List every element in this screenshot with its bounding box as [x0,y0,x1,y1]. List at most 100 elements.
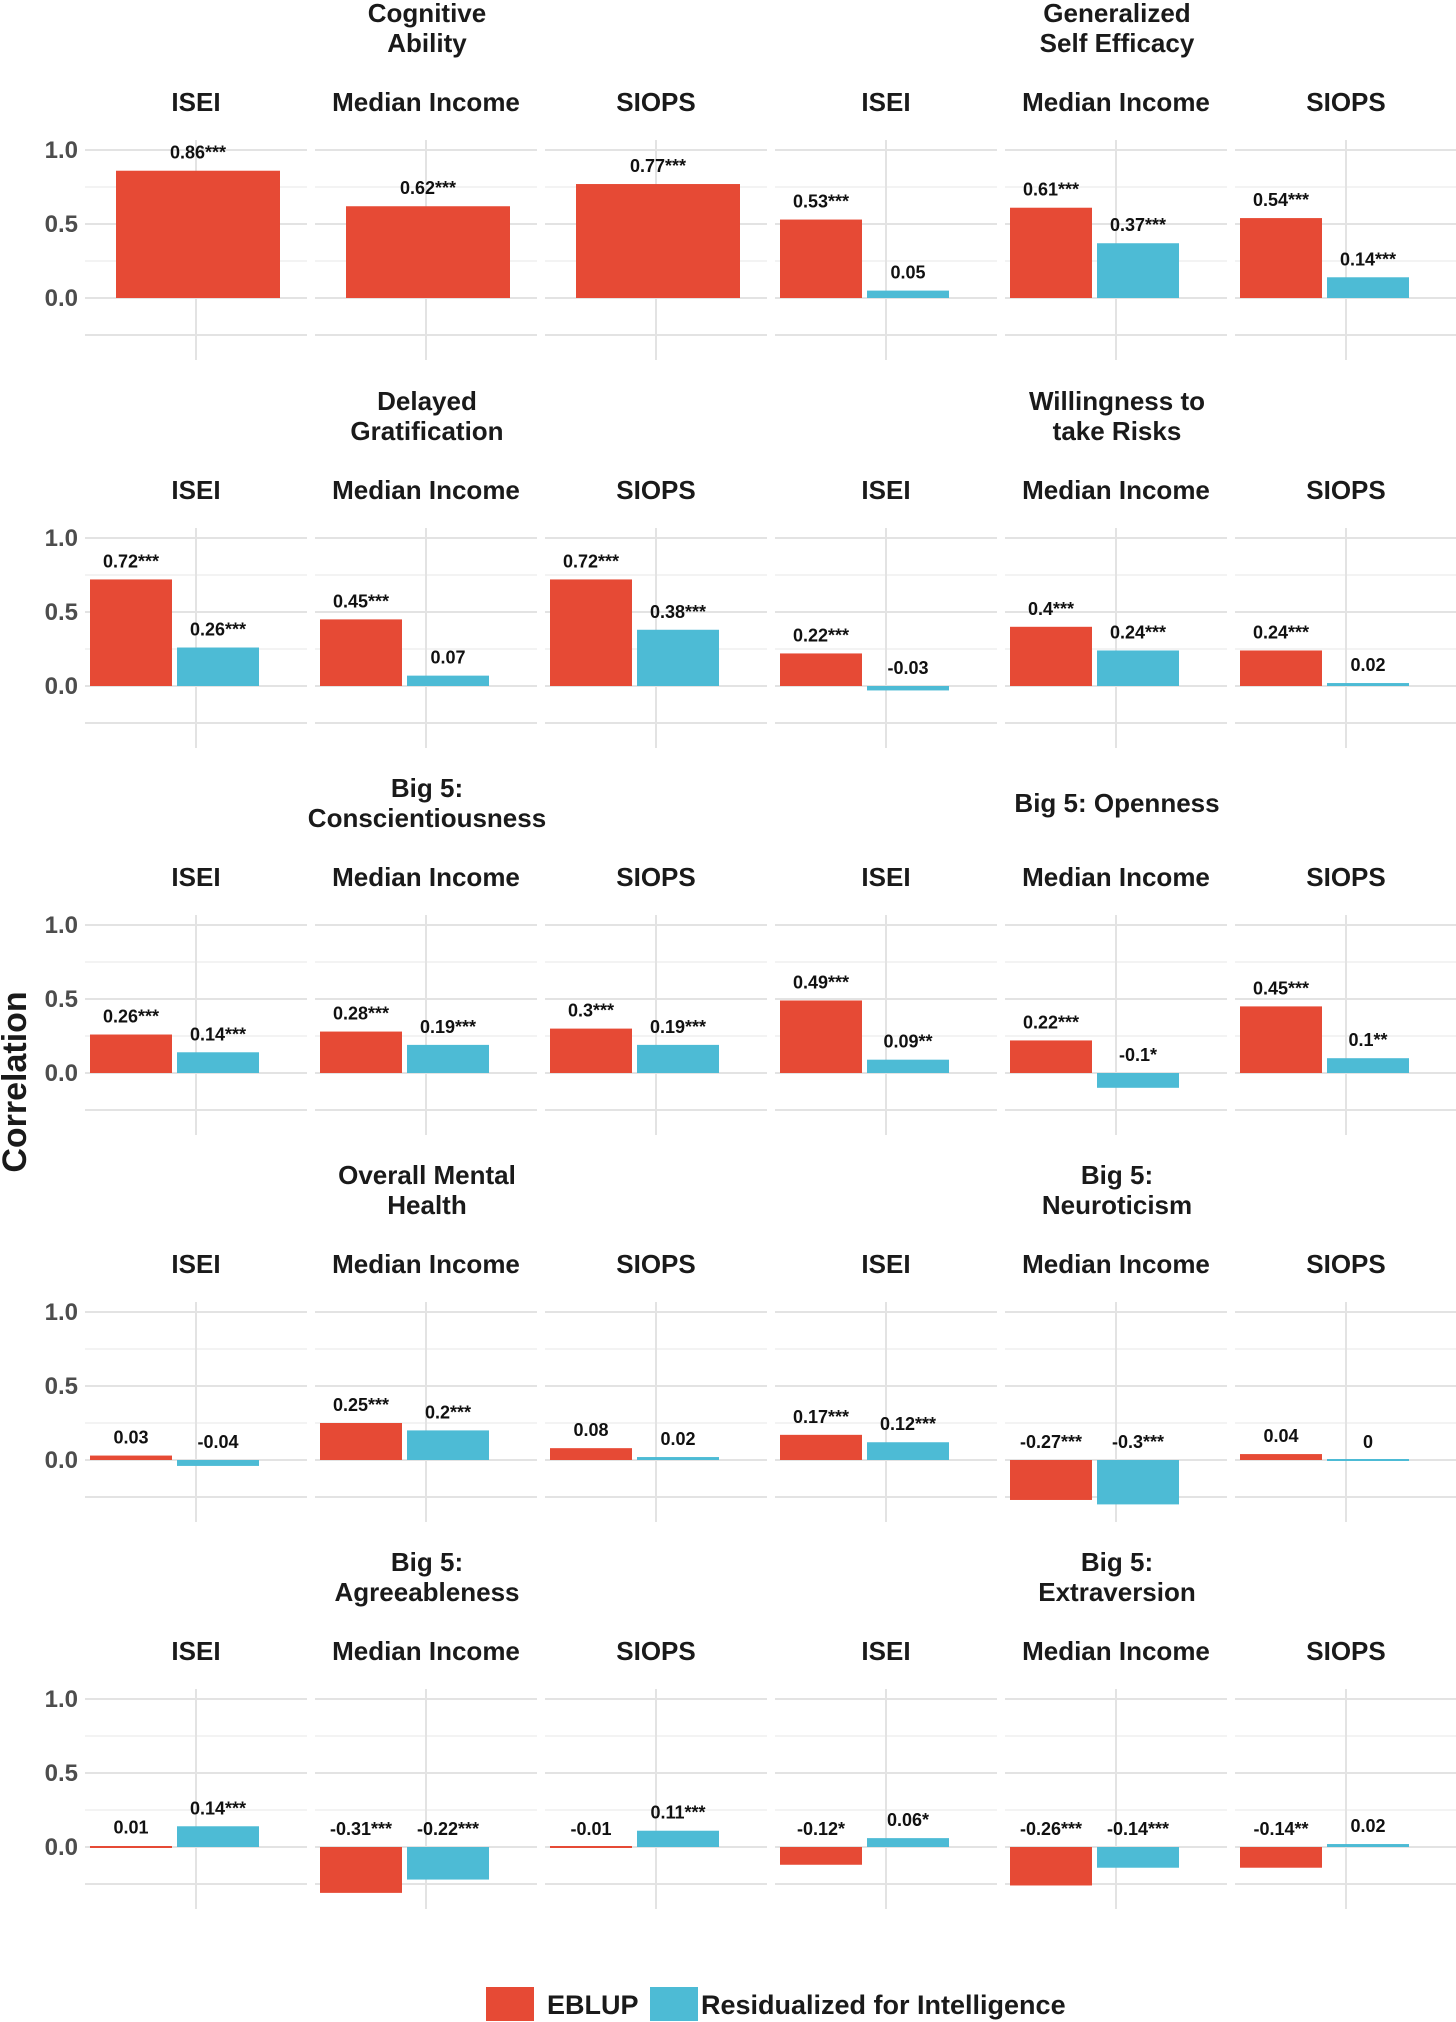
data-label-eblup: 0.86*** [170,143,226,163]
subpanel-strip-label: ISEI [171,87,220,117]
bar-eblup [550,1846,632,1848]
bar-eblup [1010,626,1092,686]
subpanel-7-1: ISEI 0.03 -0.04 [85,1249,307,1522]
y-tick-label: 1.0 [45,912,78,939]
bar-eblup [1010,1460,1092,1500]
data-label-residualized: 0.37*** [1110,215,1166,235]
data-label-residualized: 0.06* [887,1810,929,1830]
subpanel-4-1: ISEI 0.22*** -0.03 [775,475,997,748]
data-label-residualized: 0.02 [660,1429,695,1449]
bar-residualized [637,629,719,686]
subpanel-8-3: SIOPS 0.04 0 [1235,1249,1456,1522]
data-label-residualized: 0.14*** [1340,249,1396,269]
chart-panel-10: Big 5:Extraversion ISEI -0.12* 0.06* Median … [775,1547,1456,1909]
bar-residualized [1327,277,1409,298]
subpanel-strip-label: ISEI [171,475,220,505]
data-label-residualized: 0 [1363,1432,1373,1452]
bar-eblup [550,1448,632,1460]
data-label-residualized: -0.14*** [1107,1819,1169,1839]
panel-title-line: take Risks [1053,416,1182,446]
data-label-residualized: -0.03 [887,658,928,678]
subpanel-strip-label: Median Income [332,87,520,117]
subpanel-1-2: Median Income 0.62*** [315,87,537,360]
panel-title-line: Generalized [1043,0,1190,28]
bar-residualized [1327,1459,1409,1461]
data-label-residualized: 0.07 [430,648,465,668]
bar-eblup [1010,207,1092,298]
data-label-residualized: 0.19*** [650,1017,706,1037]
bar-eblup [550,579,632,686]
y-tick-label: 0.0 [45,285,78,312]
bar-eblup [1010,1847,1092,1886]
bar-residualized [867,1838,949,1847]
data-label-eblup: 0.72*** [103,551,159,571]
bar-eblup [90,579,172,686]
bar-residualized [637,1457,719,1460]
subpanel-strip-label: Median Income [1022,1249,1210,1279]
y-tick-label: 0.5 [45,986,78,1013]
bar-residualized [867,1059,949,1073]
bar-residualized [177,1826,259,1847]
data-label-eblup: 0.26*** [103,1007,159,1027]
subpanel-9-1: ISEI 0.01 0.14*** [85,1636,307,1909]
subpanel-strip-label: Median Income [332,1636,520,1666]
data-label-eblup: 0.24*** [1253,622,1309,642]
panel-title-line: Delayed [377,386,477,416]
bar-eblup [780,1847,862,1865]
bar-residualized [407,1430,489,1460]
bar-eblup [1240,1847,1322,1868]
subpanel-strip-label: SIOPS [616,1636,695,1666]
bar-eblup [1240,650,1322,686]
bar-residualized [867,686,949,691]
data-label-eblup: 0.54*** [1253,190,1309,210]
bar-eblup [320,619,402,686]
data-label-residualized: 0.2*** [425,1402,471,1422]
bar-eblup [346,206,510,298]
bar-residualized [407,1044,489,1073]
subpanel-strip-label: SIOPS [616,475,695,505]
data-label-eblup: -0.12* [797,1819,845,1839]
data-label-residualized: 0.14*** [190,1798,246,1818]
data-label-residualized: -0.04 [197,1432,238,1452]
subpanel-4-3: SIOPS 0.24*** 0.02 [1235,475,1456,748]
panel-title-line: Agreeableness [335,1577,520,1607]
data-label-eblup: 0.45*** [333,591,389,611]
bar-residualized [407,1847,489,1880]
subpanel-7-2: Median Income 0.25*** 0.2*** [315,1249,537,1522]
chart-panel-6: Big 5: Openness ISEI 0.49*** 0.09** Median I… [775,788,1456,1135]
subpanel-10-1: ISEI -0.12* 0.06* [775,1636,997,1909]
data-label-eblup: 0.53*** [793,192,849,212]
data-label-residualized: 0.11*** [650,1803,705,1823]
subpanel-strip-label: Median Income [1022,475,1210,505]
subpanel-4-2: Median Income 0.4*** 0.24*** [1005,475,1227,748]
bar-eblup [550,1028,632,1073]
data-label-eblup: -0.01 [570,1819,611,1839]
subpanel-strip-label: Median Income [1022,87,1210,117]
legend-label-residualized: Residualized for Intelligence [701,1990,1066,2020]
bar-residualized [177,1460,259,1466]
subpanel-strip-label: Median Income [332,475,520,505]
bar-residualized [867,1442,949,1460]
data-label-residualized: -0.22*** [417,1819,479,1839]
subpanel-8-1: ISEI 0.17*** 0.12*** [775,1249,997,1522]
subpanel-7-3: SIOPS 0.08 0.02 [545,1249,767,1522]
data-label-eblup: -0.31*** [330,1819,392,1839]
subpanel-5-3: SIOPS 0.3*** 0.19*** [545,862,767,1135]
subpanel-6-2: Median Income 0.22*** -0.1* [1005,862,1227,1135]
subpanel-2-2: Median Income 0.61*** 0.37*** [1005,87,1227,360]
data-label-eblup: 0.17*** [793,1407,849,1427]
data-label-residualized: 0.05 [890,263,925,283]
subpanel-strip-label: SIOPS [1306,475,1385,505]
subpanel-strip-label: SIOPS [616,87,695,117]
y-tick-label: 0.5 [45,1373,78,1400]
bar-eblup [116,170,280,298]
subpanel-8-2: Median Income -0.27*** -0.3*** [1005,1249,1227,1522]
bar-eblup [1240,1006,1322,1073]
subpanel-6-3: SIOPS 0.45*** 0.1** [1235,862,1456,1135]
panel-title-line: Ability [387,28,467,58]
subpanel-9-3: SIOPS -0.01 0.11*** [545,1636,767,1909]
